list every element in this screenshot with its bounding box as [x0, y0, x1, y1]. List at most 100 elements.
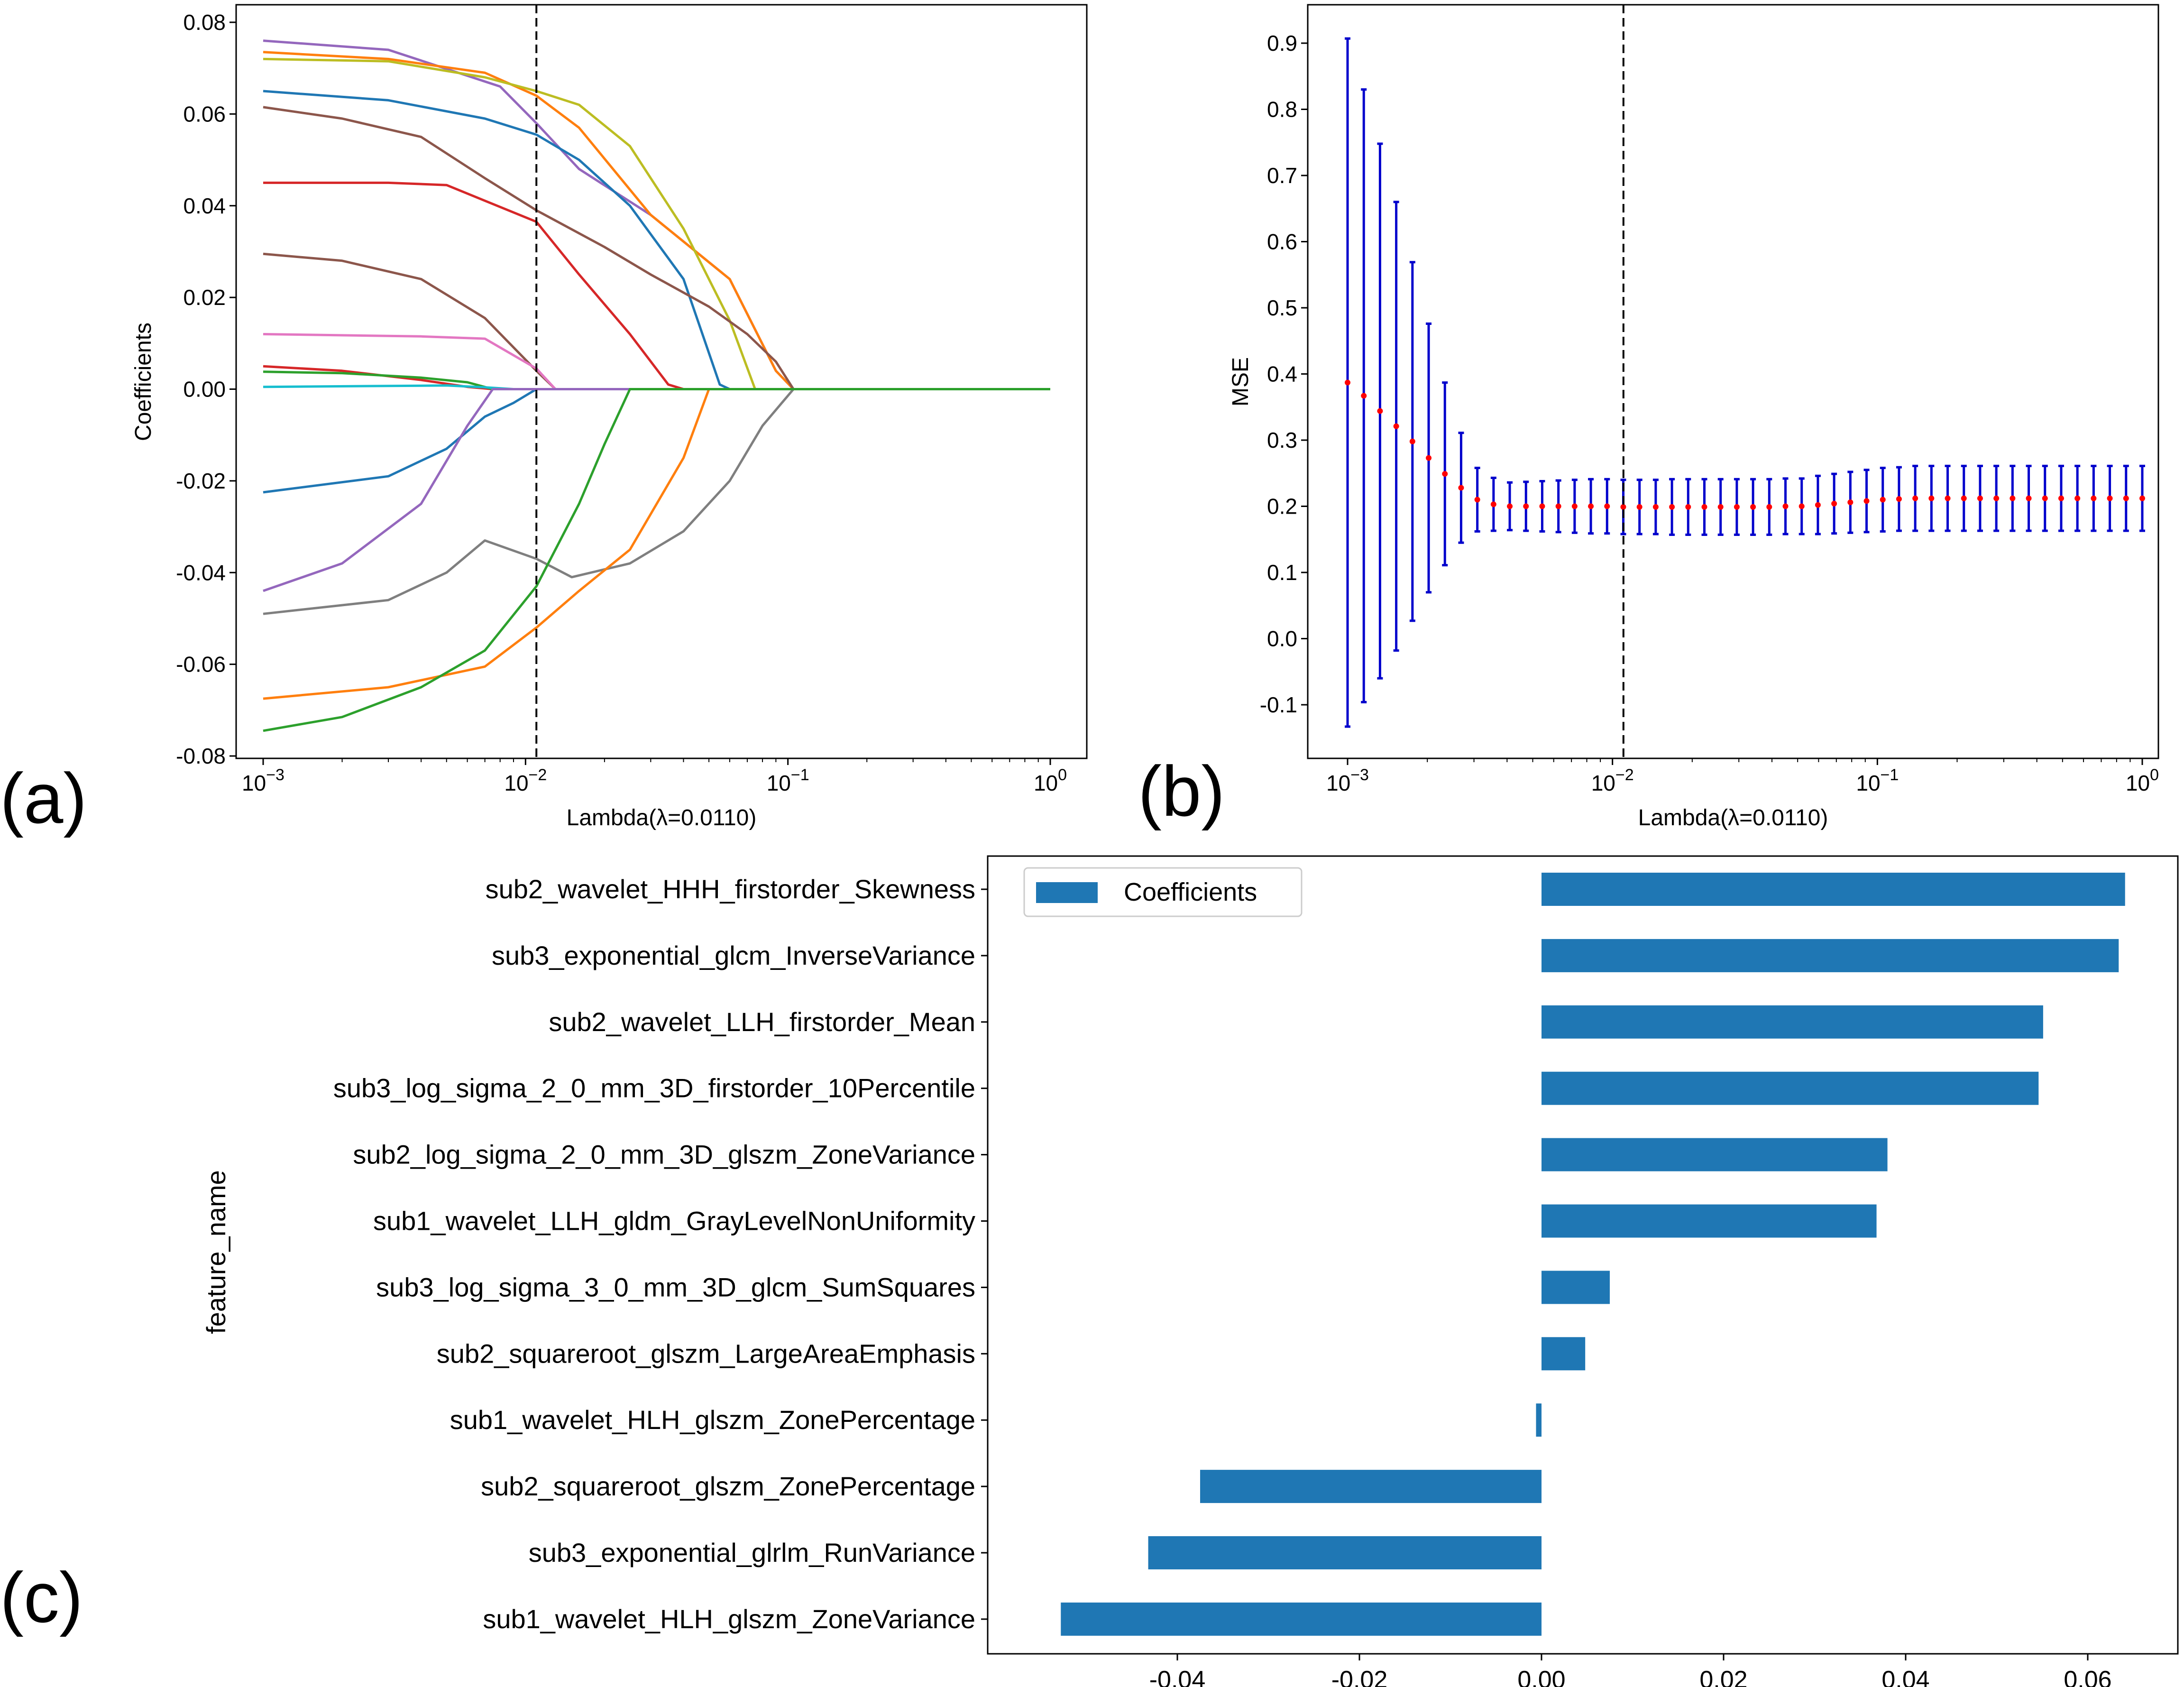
legend: Coefficients [1023, 867, 1303, 917]
mse-point [1636, 504, 1643, 510]
plot-frame-a [235, 4, 1088, 759]
xtick-label-a: 100 [1034, 766, 1067, 795]
mse-point [2107, 495, 2113, 501]
feature-label: sub2_squareroot_glszm_ZonePercentage [481, 1471, 975, 1501]
coef-path-f8 [263, 333, 1050, 390]
ytick-label-b: 0.4 [1267, 362, 1297, 387]
cv-mse-panel: 0.9 0.8 0.7 0.6 0.5 0.4 0.3 0.2 0.1 0.0 -0.1 10−3 10… [1138, 4, 2159, 831]
feature-label: sub1_wavelet_HLH_glszm_ZonePercentage [450, 1405, 975, 1435]
mse-point [1863, 498, 1870, 504]
mse-point [1539, 503, 1545, 509]
ytick-label-b: 0.6 [1267, 230, 1297, 254]
mse-point [1685, 504, 1691, 510]
coef-path-f13 [263, 388, 1050, 592]
mse-point [1490, 501, 1496, 507]
mse-point [1750, 504, 1756, 510]
feature-label: sub3_log_sigma_3_0_mm_3D_glcm_SumSquares [376, 1272, 975, 1302]
feature-label: sub1_wavelet_HLH_glszm_ZoneVariance [483, 1604, 975, 1634]
mse-point [1426, 455, 1432, 461]
plot-frame-c [987, 855, 2179, 1655]
coef-path-f14 [263, 388, 1050, 615]
ylabel-a: Coefficients [131, 323, 156, 441]
bar [1542, 1204, 1877, 1238]
mse-point [1912, 495, 1918, 501]
ytick-label-b: 0.5 [1267, 295, 1297, 320]
bar [1542, 1138, 1888, 1171]
ytick-label-b: -0.1 [1260, 692, 1297, 717]
xtick-label-b: 10−1 [1856, 766, 1899, 795]
xtick-label-a: 10−2 [504, 766, 547, 795]
feature-label: sub3_log_sigma_2_0_mm_3D_firstorder_10Pe… [333, 1073, 975, 1103]
xtick-label-c: -0.04 [1149, 1666, 1206, 1687]
feature-label: sub3_exponential_glcm_InverseVariance [492, 940, 975, 970]
mse-point [1571, 503, 1578, 509]
xtick-label-b: 100 [2126, 766, 2159, 795]
xtick-label-b: 10−2 [1591, 766, 1634, 795]
axes-b: 0.9 0.8 0.7 0.6 0.5 0.4 0.3 0.2 0.1 0.0 -0.1 10−3 10… [1260, 31, 2159, 795]
bar [1542, 873, 2125, 906]
bar [1542, 1271, 1610, 1304]
mse-point [1782, 503, 1789, 509]
coef-path-f6 [263, 181, 1050, 390]
feature-label: sub2_wavelet_HHH_firstorder_Skewness [486, 874, 975, 904]
mse-point [1977, 495, 1983, 501]
plot-area-a [263, 5, 1050, 758]
mse-point [2139, 495, 2145, 501]
mse-point [1652, 504, 1659, 510]
mse-point [1799, 503, 1805, 509]
legend-box [1023, 867, 1303, 917]
mse-point [1555, 503, 1561, 509]
feature-label: sub2_wavelet_LLH_firstorder_Mean [549, 1007, 975, 1037]
bar [1542, 1337, 1586, 1371]
mse-point [2058, 495, 2064, 501]
mse-point [1815, 502, 1821, 508]
mse-point [1896, 496, 1902, 502]
feature-label: sub3_exponential_glrlm_RunVariance [529, 1538, 975, 1567]
mse-point [2010, 495, 2016, 501]
ytick-label-a: 0.06 [183, 101, 226, 126]
mse-point [1831, 500, 1837, 507]
axes-a: 0.08 0.06 0.04 0.02 0.00 -0.02 -0.04 -0.06 -0.08… [176, 10, 1067, 795]
xtick-label-c: 0.02 [1699, 1666, 1747, 1687]
mse-point [1717, 504, 1724, 510]
mse-point [1734, 504, 1740, 510]
mse-point [1669, 504, 1675, 510]
coef-path-f4 [263, 90, 1050, 390]
feature-label: sub2_log_sigma_2_0_mm_3D_glszm_ZoneVaria… [353, 1140, 975, 1170]
bar [1200, 1470, 1542, 1503]
ytick-label-b: 0.3 [1267, 428, 1297, 452]
mse-point [1377, 408, 1383, 414]
coef-path-f16 [263, 388, 1050, 732]
ytick-label-a: 0.08 [183, 10, 226, 35]
ytick-label-a: -0.08 [176, 744, 226, 768]
plot-area-c [1061, 873, 2125, 1636]
panel-label-b: (b) [1138, 751, 1225, 831]
xtick-label-a: 10−1 [767, 766, 809, 795]
mse-point [1945, 495, 1951, 501]
mse-point [1442, 471, 1448, 477]
ytick-label-a: -0.04 [176, 560, 226, 585]
xtick-label-c: 0.04 [1881, 1666, 1929, 1687]
coef-path-f15 [263, 388, 1050, 700]
mse-point [1993, 495, 2000, 501]
ytick-label-b: 0.0 [1267, 627, 1297, 651]
legend-label: Coefficients [1124, 878, 1257, 906]
coef-path-f5 [263, 106, 1050, 390]
lasso-coefficient-path-panel: 0.08 0.06 0.04 0.02 0.00 -0.02 -0.04 -0.06 -0.08… [0, 4, 1088, 838]
coef-path-f2 [263, 51, 1050, 390]
xtick-label-c: 0.00 [1517, 1666, 1565, 1687]
mse-point [1507, 503, 1513, 509]
ytick-label-b: 0.7 [1267, 163, 1297, 188]
mse-point [2026, 495, 2032, 501]
ytick-label-b: 0.2 [1267, 494, 1297, 519]
mse-point [2042, 495, 2048, 501]
ylabel-c: feature_name [201, 1170, 231, 1334]
axes-c: sub2_wavelet_HHH_firstorder_Skewness sub3… [333, 874, 2112, 1687]
mse-point [1523, 503, 1529, 509]
bar [1542, 1071, 2039, 1105]
mse-point [1393, 423, 1399, 429]
bar [1542, 1005, 2043, 1039]
mse-point [2123, 495, 2129, 501]
xtick-label-c: 0.06 [2064, 1666, 2111, 1687]
